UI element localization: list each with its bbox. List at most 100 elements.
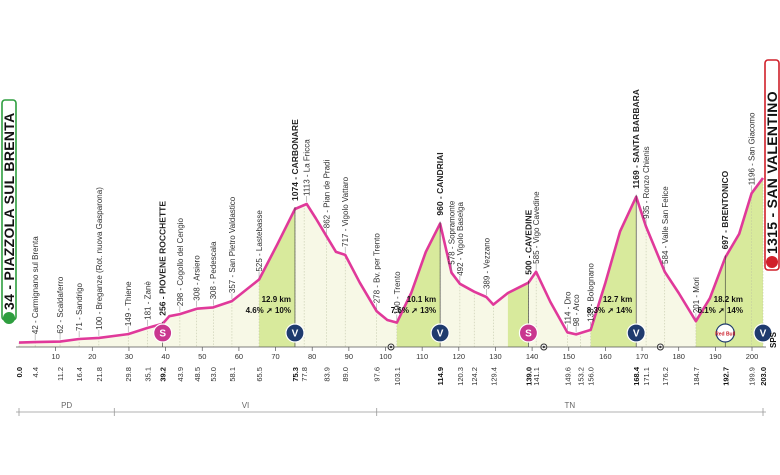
km-label: 203.0 — [759, 367, 768, 386]
km-label: 43.9 — [176, 367, 185, 382]
start-finish-group: 34 - PIAZZOLA SUL BRENTA 1315 - SAN VALEN… — [1, 59, 780, 348]
climb-gradient: 4.6% ➚ 10% — [246, 306, 291, 315]
location-label: 71 - Sandrigo — [75, 282, 84, 331]
km-axis-group: 10 20 30 40 50 60 70 80 90 100 110 120 130 140 150 160 1… — [15, 346, 768, 386]
location-label: 525 - Lastebasse — [255, 210, 264, 272]
location-labels-group: 42 - Carmignano sul Brenta 62 - Scaldafer… — [31, 89, 757, 347]
scale-tick-label: 80 — [308, 352, 316, 361]
scale-tick-label: 60 — [235, 352, 243, 361]
climb-stats: 12.9 km 4.6% ➚ 10% — [246, 295, 291, 315]
markers-group: S V V S V Red Bull V — [153, 323, 773, 351]
scale-tick-label: 110 — [416, 352, 428, 361]
climb-label: 500 - CAVEDINE — [523, 209, 533, 274]
location-label: 308 - Arsiero — [193, 255, 202, 301]
scale-tick-label: 120 — [453, 352, 466, 361]
climb-length: 12.9 km — [262, 295, 291, 304]
location-label: 62 - Scaldaferro — [56, 276, 65, 333]
finish-elevation: 1315 - SAN VALENTINO — [764, 91, 780, 254]
mountain-gpm-icon — [626, 323, 646, 343]
km-label: 21.8 — [95, 367, 104, 382]
region-label: PD — [61, 401, 72, 410]
start-flag-icon — [3, 312, 15, 324]
km-label: 149.6 — [563, 367, 572, 386]
location-label: 585 - Vigo Cavedine — [532, 191, 541, 264]
sprint-icon — [153, 323, 173, 343]
scale-tick-label: 190 — [709, 352, 722, 361]
km-label: 11.2 — [56, 367, 65, 381]
km-label: 176.2 — [661, 367, 670, 386]
regions-group: PD VI TN — [16, 401, 766, 416]
climb-stats: 18.2 km 6.1% ➚ 14% — [698, 295, 743, 315]
km-label: 141.1 — [532, 367, 541, 386]
climb-label: 256 - PIOVENE ROCCHETTE — [158, 201, 168, 316]
climb-shading — [396, 223, 441, 347]
location-label: 100 - Breganze (Rot. nuova Gasparona) — [95, 187, 104, 330]
km-label: 192.7 — [721, 367, 730, 386]
redbull-icon — [715, 323, 735, 343]
region-label: TN — [565, 401, 576, 410]
scale-tick-label: 130 — [489, 352, 502, 361]
scale-tick-label: 50 — [198, 352, 206, 361]
km-label: 65.5 — [255, 367, 264, 382]
marker-symbol: V — [292, 329, 299, 340]
scale-tick-label: 170 — [636, 352, 649, 361]
location-label: 308 - Pedescala — [209, 241, 218, 299]
finish-box — [764, 59, 780, 271]
location-label: 492 - Vigolo Baselga — [456, 202, 465, 276]
km-label: 114.9 — [436, 367, 445, 385]
location-label: 190 - Trento — [393, 271, 402, 315]
km-label: 77.8 — [300, 367, 309, 382]
mountain-gpm-icon — [430, 323, 450, 343]
profile-fill-group — [19, 178, 763, 347]
location-label: 98 - Arco — [572, 294, 581, 327]
location-label: 862 - Pian de Pradi — [322, 160, 331, 229]
location-label: 114 - Dro — [563, 291, 572, 324]
climb-label: 1169 - SANTA BARBARA — [631, 89, 641, 189]
location-label: 133 - Bolognano — [587, 263, 596, 322]
climb-label: 1074 - CARBONARE — [290, 119, 300, 201]
climb-label: 697 - BRENTONICO — [720, 170, 730, 249]
location-label: 149 - Thiene — [124, 281, 133, 326]
sprint-icon — [518, 323, 539, 343]
location-label: 389 - Vezzano — [482, 237, 491, 289]
marker-symbol: V — [437, 329, 444, 340]
km-label: 168.4 — [632, 366, 641, 386]
marker-symbol: V — [760, 329, 767, 340]
location-label: 578 - Sopramonte — [447, 200, 456, 265]
location-label: 181 - Zanè — [144, 281, 153, 320]
km-label: 120.3 — [456, 367, 465, 386]
marker-symbol: V — [633, 329, 640, 340]
location-label: 42 - Carmignano sul Brenta — [31, 236, 40, 334]
km-label: 184.7 — [692, 367, 701, 386]
scale-tick-label: 70 — [271, 352, 279, 361]
location-label: 298 - Cogollo del Cengio — [176, 217, 185, 306]
profile-line — [18, 177, 765, 344]
scale-tick-label: 140 — [526, 352, 539, 361]
gpm-marker: V — [430, 323, 450, 343]
gpm-marker: V — [285, 323, 305, 343]
start-label: 34 - PIAZZOLA SUL BRENTA — [1, 99, 17, 324]
region-label: VI — [242, 401, 250, 410]
climb-shading — [695, 178, 763, 347]
sprint-marker: S — [518, 323, 539, 343]
scale-tick-label: 160 — [599, 352, 612, 361]
finish-label: 1315 - SAN VALENTINO — [764, 59, 780, 271]
km-label: 16.4 — [75, 367, 84, 382]
scale-tick-label: 40 — [161, 352, 169, 361]
location-label: 717 - Vigolo Vattaro — [341, 176, 350, 247]
mountain-gpm-icon — [285, 323, 305, 343]
km-label: 4.4 — [31, 367, 40, 377]
location-label: 357 - San Pietro Valdastico — [228, 196, 237, 293]
km-label: 103.1 — [393, 367, 402, 386]
km-label: 171.1 — [642, 367, 651, 386]
scale-tick-label: 200 — [746, 352, 759, 361]
km-label: 29.8 — [124, 367, 133, 382]
climb-label: 960 - CANDRIAI — [435, 152, 445, 215]
km-label: 129.4 — [489, 367, 498, 386]
location-label: 1196 - San Giacomo — [748, 112, 757, 185]
km-label: 39.2 — [159, 367, 168, 382]
marker-symbol: S — [159, 329, 166, 340]
profile-line-group — [18, 177, 765, 344]
km-label: 156.0 — [587, 367, 596, 386]
gpm-marker: V — [753, 323, 773, 343]
